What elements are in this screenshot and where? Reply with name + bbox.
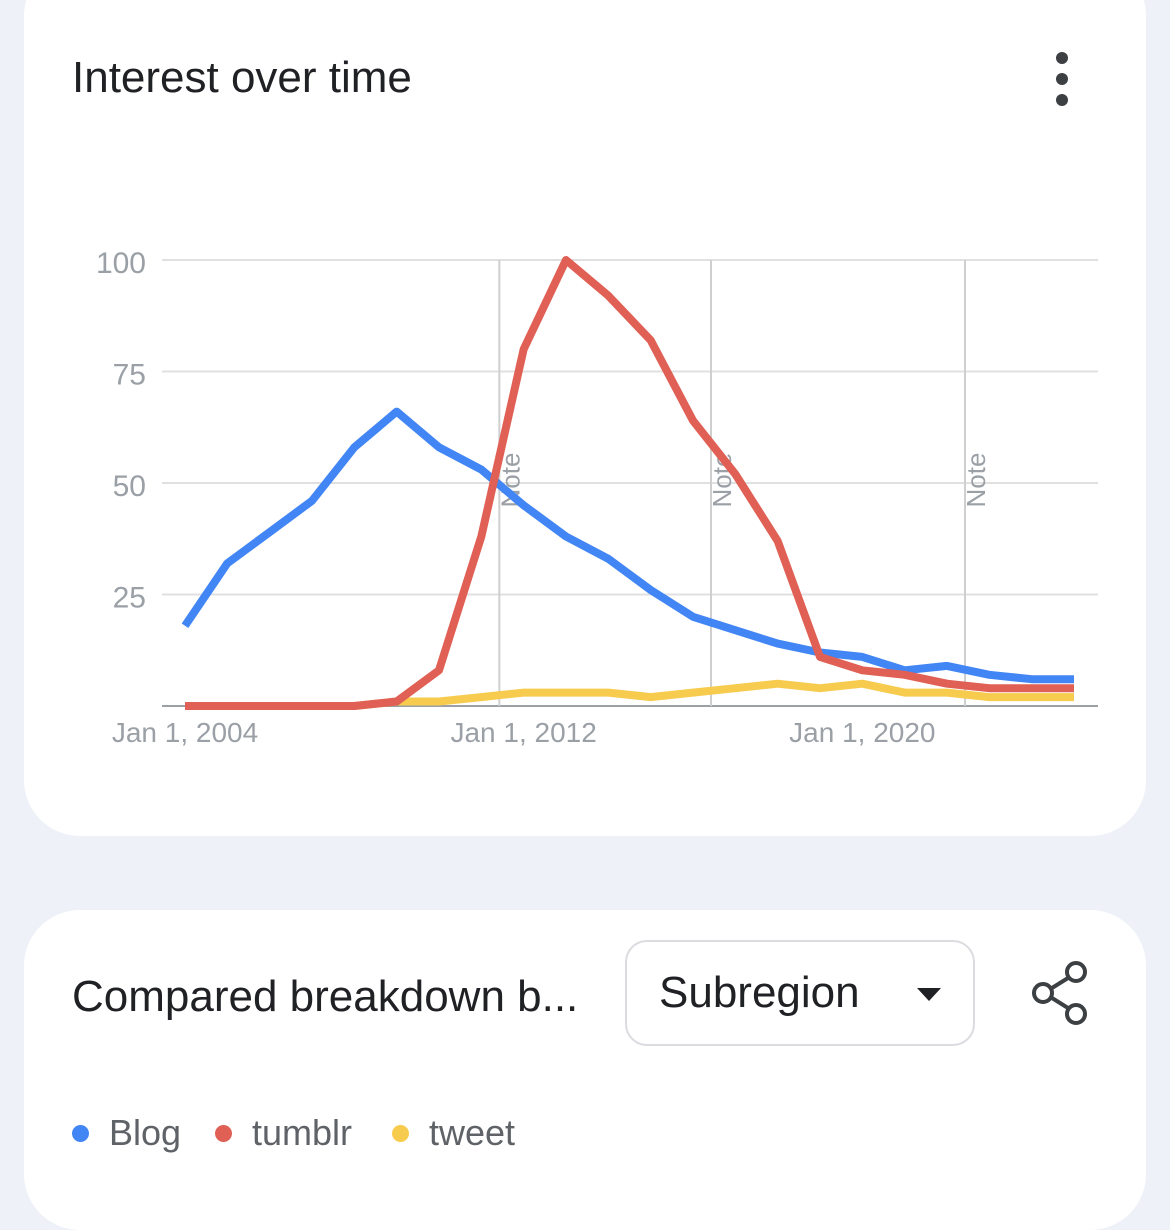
x-tick-label: Jan 1, 2012 xyxy=(450,717,596,748)
legend-dot xyxy=(72,1125,89,1142)
more-vert-icon[interactable] xyxy=(1046,50,1078,108)
y-tick-label: 50 xyxy=(113,470,146,503)
y-tick-label: 75 xyxy=(113,359,146,392)
dropdown-selected-value: Subregion xyxy=(659,968,860,1017)
legend-label: tumblr xyxy=(252,1112,353,1153)
x-tick-label: Jan 1, 2004 xyxy=(112,717,258,748)
legend-label: Blog xyxy=(109,1112,182,1153)
legend-label: tweet xyxy=(429,1112,516,1153)
y-tick-label: 100 xyxy=(96,247,146,280)
region-dropdown[interactable]: Subregion xyxy=(625,940,975,1046)
x-tick-label: Jan 1, 2020 xyxy=(789,717,935,748)
y-tick-label: 25 xyxy=(113,582,146,615)
series-line-tumblr xyxy=(185,256,1074,710)
card-title: Compared breakdown b... xyxy=(72,972,579,1021)
legend-dot xyxy=(392,1125,409,1142)
arrow-drop-down-icon xyxy=(917,988,941,1001)
note-label: Note xyxy=(961,453,991,508)
series-line-blog xyxy=(181,407,1074,684)
compared-breakdown-card: Compared breakdown b... Subregion Blog t… xyxy=(24,910,1146,1230)
card-title: Interest over time xyxy=(72,53,412,102)
legend-dot xyxy=(215,1125,232,1142)
share-icon[interactable] xyxy=(1028,958,1092,1028)
interest-over-time-card: Interest over time Note Note Note 100 75 50 2… xyxy=(24,0,1146,836)
